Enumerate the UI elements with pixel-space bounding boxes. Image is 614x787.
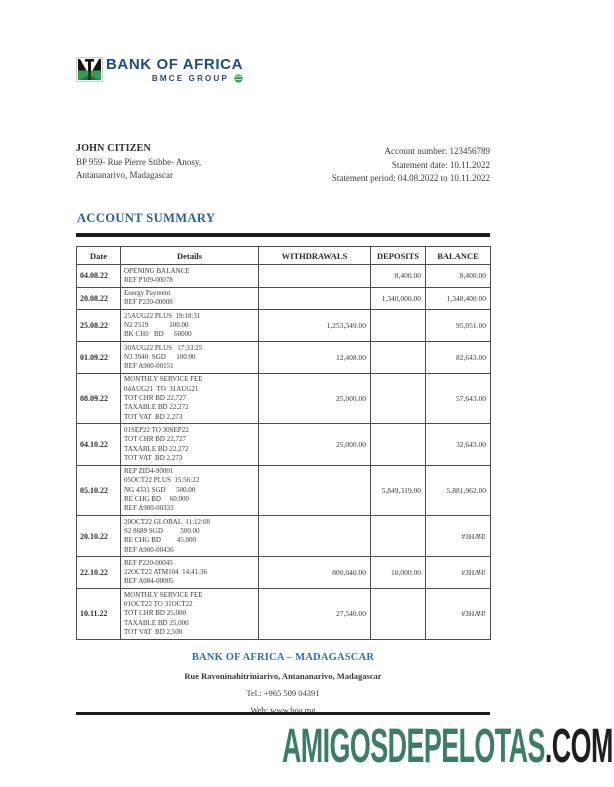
account-summary-table-wrap: Date Details WITHDRAWALS DEPOSITS BALANC… xyxy=(76,246,491,640)
statement-date: Statement date: 10.11.2022 xyxy=(391,159,490,170)
deposit-amount: 10,000.00 xyxy=(370,556,426,590)
table-header-row: Date Details WITHDRAWALS DEPOSITS BALANC… xyxy=(76,246,491,265)
transaction-details: 30AUG22 PLUS 17:33:25 N3 3940 SGD 100.00… xyxy=(120,341,259,374)
deposit-amount: 1,340,000.00 xyxy=(370,286,426,311)
transaction-details: 20OCT22 GLOBAL 11:12:08 S2 8689 SGD 500.… xyxy=(120,515,259,558)
transaction-date: 08.09.22 xyxy=(76,372,121,425)
balance-amount: 32,643.00 xyxy=(425,423,491,466)
transaction-details: Energy Payment REF P220-00008 xyxy=(120,286,259,311)
transaction-details: REP ZID4-90001 05OCT22 PLUS 15:56:22 NG … xyxy=(120,464,259,517)
divider-bar-top xyxy=(76,233,490,237)
table-row: 25.08.22 25AUG22 PLUS 19:18:31 N2 2519 10… xyxy=(76,309,491,343)
deposit-amount xyxy=(370,341,426,374)
account-number: Account number: 123456789 xyxy=(384,146,490,156)
balance-amount: #ЗНАЧ! xyxy=(425,556,491,590)
account-holder-block: JOHN CITIZEN BP 959- Rue Pierre Stibbe- … xyxy=(76,142,201,183)
balance-amount: 57,643.00 xyxy=(425,372,491,425)
table-row: 04.10.22 01SEP22 TO 30SEP22 TOT CHR BD 22… xyxy=(76,423,491,466)
account-summary-table: Date Details WITHDRAWALS DEPOSITS BALANC… xyxy=(76,246,491,640)
transaction-date: 25.08.22 xyxy=(76,309,121,343)
deposit-amount xyxy=(370,309,426,343)
table-row: 05.10.22 REP ZID4-90001 05OCT22 PLUS 15:5… xyxy=(76,464,491,517)
table-row: 04.08.22 OPENING BALANCE REF P109-00078 8,… xyxy=(76,264,491,288)
divider-bar-bottom xyxy=(76,712,490,715)
col-header-date: Date xyxy=(76,246,121,265)
balance-amount: 95,051.00 xyxy=(425,309,491,343)
watermark: AMIGOSDEPELOTAS.COM xyxy=(282,723,613,771)
account-summary-title: ACCOUNT SUMMARY xyxy=(77,211,216,225)
withdrawal-amount: 27,540.00 xyxy=(258,588,371,640)
bank-logo: BANK OF AFRICA BMCE GROUP xyxy=(76,57,243,83)
footer-address: Rue Ravoninahitriniarivo, Antananarivo, … xyxy=(184,671,382,681)
transaction-date: 04.08.22 xyxy=(76,264,121,288)
withdrawal-amount xyxy=(258,464,371,517)
table-row: 20.08.22 Energy Payment REF P220-00008 1,3… xyxy=(76,286,491,311)
statement-info-block: Account number: 123456789 Statement date… xyxy=(332,145,490,186)
bank-of-africa-logo-icon xyxy=(76,57,103,82)
table-row: 10.11.22 MONTHLY SERVICE FEE 01OCT22 TO 3… xyxy=(76,588,491,640)
transaction-date: 10.11.22 xyxy=(76,588,121,640)
balance-amount: 1,348,400.00 xyxy=(425,286,491,311)
footer-tel: Tel.: +965 509 04391 xyxy=(246,688,320,698)
account-holder-address-line2: Antananarivo, Madagascar xyxy=(76,170,173,180)
transaction-date: 20.08.22 xyxy=(76,286,121,311)
transaction-details: 01SEP22 TO 30SEP22 TOT CHR BD 22,727 TAX… xyxy=(120,423,259,466)
transaction-details: MONTHLY SERVICE FEE 04AUG21 TO 31AUG21 T… xyxy=(120,372,259,425)
deposit-amount xyxy=(370,588,426,640)
balance-amount: 82,643.00 xyxy=(425,341,491,374)
footer-block: BANK OF AFRICA – MADAGASCAR Rue Ravonina… xyxy=(76,652,490,719)
deposit-amount xyxy=(370,372,426,425)
transaction-date: 05.10.22 xyxy=(76,464,121,517)
table-row: 01.09.22 30AUG22 PLUS 17:33:25 N3 3940 SG… xyxy=(76,341,491,374)
footer-web: Web: www.boa.mg xyxy=(250,705,316,715)
col-header-details: Details xyxy=(120,246,259,265)
balance-amount: 5,881,962.00 xyxy=(425,464,491,517)
transaction-details: MONTHLY SERVICE FEE 01OCT22 TO 31OCT22 T… xyxy=(120,588,259,640)
withdrawal-amount xyxy=(258,515,371,558)
globe-icon xyxy=(234,74,243,83)
col-header-balance: BALANCE xyxy=(425,246,491,265)
deposit-amount: 8,400.00 xyxy=(370,264,426,288)
bank-name: BANK OF AFRICA xyxy=(106,56,243,73)
transaction-date: 01.09.22 xyxy=(76,341,121,374)
withdrawal-amount xyxy=(258,264,371,288)
deposit-amount xyxy=(370,515,426,558)
table-row: 20.10.22 20OCT22 GLOBAL 11:12:08 S2 8689 … xyxy=(76,515,491,558)
transaction-details: 25AUG22 PLUS 19:18:31 N2 2519 100.00 BK … xyxy=(120,309,259,343)
watermark-tld: .COM xyxy=(545,720,614,773)
transaction-date: 20.10.22 xyxy=(76,515,121,558)
balance-amount: 8,400.00 xyxy=(425,264,491,288)
footer-bank-title: BANK OF AFRICA – MADAGASCAR xyxy=(191,652,375,663)
table-row: 22.10.22 REF P220-00045 22OCT22 ATM104 14… xyxy=(76,556,491,590)
account-holder-name: JOHN CITIZEN xyxy=(76,143,151,154)
group-name: BMCE GROUP xyxy=(151,74,229,83)
balance-amount: #ЗНАЧ! xyxy=(425,515,491,558)
withdrawal-amount: 800,040.00 xyxy=(258,556,371,590)
transaction-details: REF P220-00045 22OCT22 ATM104 14:41:36 R… xyxy=(120,556,259,590)
watermark-name: AMIGOSDEPELOTAS xyxy=(282,720,546,773)
withdrawal-amount: 1,253,349.00 xyxy=(258,309,371,343)
statement-period: Statement period: 04.08.2022 to 10.11.20… xyxy=(331,173,490,183)
withdrawal-amount xyxy=(258,286,371,311)
transaction-date: 04.10.22 xyxy=(76,423,121,466)
transaction-date: 22.10.22 xyxy=(76,556,121,590)
deposit-amount: 5,849,319.00 xyxy=(370,464,426,517)
withdrawal-amount: 25,000.00 xyxy=(258,372,371,425)
account-holder-address-line1: BP 959- Rue Pierre Stibbe- Anosy, xyxy=(76,156,202,167)
withdrawal-amount: 12,408.00 xyxy=(258,341,371,374)
col-header-withdrawals: WITHDRAWALS xyxy=(258,246,371,265)
withdrawal-amount: 25,000.00 xyxy=(258,423,371,466)
balance-amount: #ЗНАЧ! xyxy=(425,588,491,640)
table-row: 08.09.22 MONTHLY SERVICE FEE 04AUG21 TO 3… xyxy=(76,372,491,425)
col-header-deposits: DEPOSITS xyxy=(370,246,426,265)
transaction-details: OPENING BALANCE REF P109-00078 xyxy=(120,264,259,288)
deposit-amount xyxy=(370,423,426,466)
